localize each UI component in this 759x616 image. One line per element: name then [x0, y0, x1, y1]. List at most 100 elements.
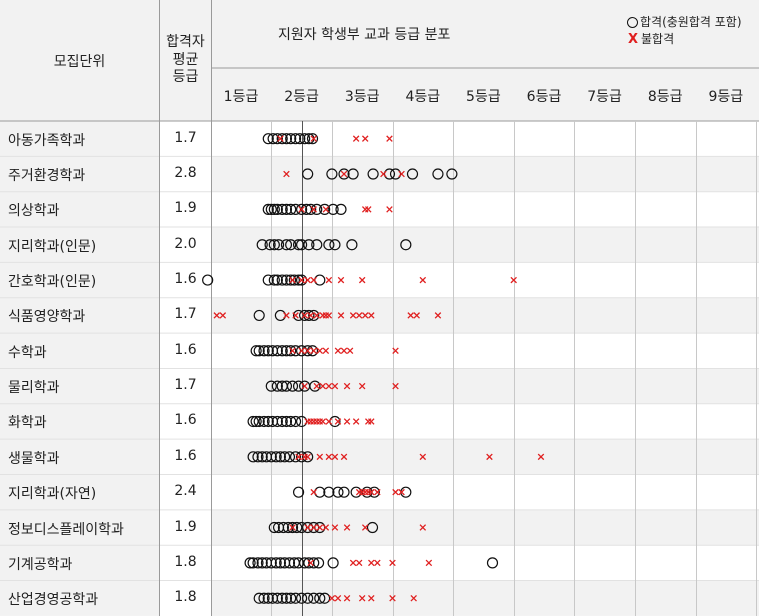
pass-marker: [258, 345, 270, 357]
fail-marker: [307, 559, 314, 567]
fail-marker: [361, 135, 369, 142]
pass-marker: [267, 133, 279, 145]
fail-marker: [307, 312, 314, 319]
fail-marker: [343, 524, 351, 531]
pass-marker: [314, 274, 326, 286]
fail-marker: [304, 347, 311, 355]
pass-marker: [274, 451, 286, 463]
pass-marker: [299, 133, 311, 145]
pass-marker: [280, 380, 293, 392]
row-label-cell: [0, 580, 159, 616]
pass-marker: [283, 451, 296, 463]
fail-marker: [374, 488, 381, 496]
pass-marker: [294, 133, 306, 145]
unit-column-header: 모집단위: [53, 53, 106, 70]
pass-marker: [311, 203, 323, 215]
fail-marker: [343, 418, 351, 425]
pass-marker: [276, 203, 288, 215]
pass-marker: [280, 274, 293, 286]
pass-marker: [308, 309, 320, 322]
fail-marker: [349, 559, 357, 567]
pass-marker: [311, 239, 323, 251]
row-avg-value: 1.9: [174, 518, 197, 535]
avg-header-line-3: 등급: [172, 69, 199, 86]
fail-marker: [346, 347, 354, 355]
pass-marker: [262, 592, 274, 604]
fail-marker: [380, 170, 387, 178]
row-stripe: [212, 509, 759, 546]
pass-marker: [314, 486, 326, 498]
pass-marker: [280, 415, 293, 428]
pass-marker: [305, 203, 317, 215]
pass-marker: [247, 415, 259, 428]
pass-marker: [335, 203, 347, 215]
row-label: 생물학과: [8, 450, 60, 467]
pass-marker: [279, 451, 291, 463]
pass-marker: [258, 592, 270, 604]
grade-tick-label: 1등급: [223, 89, 259, 105]
fail-marker: [331, 524, 339, 531]
pass-marker: [347, 168, 359, 180]
pass-marker: [296, 203, 308, 215]
legend-item-pass: 합격(충원합격 포함): [627, 14, 742, 31]
fail-marker: [325, 276, 333, 284]
row-label: 아동가족학과: [8, 132, 86, 149]
fail-marker: [392, 382, 399, 390]
pass-marker: [296, 345, 308, 357]
pass-marker: [306, 133, 319, 145]
pass-marker: [350, 486, 362, 498]
pass-marker: [289, 415, 302, 428]
fail-marker: [389, 559, 396, 567]
pass-marker: [277, 521, 290, 534]
pass-marker: [368, 486, 380, 498]
row-label-cell: [0, 121, 159, 157]
fail-marker: [295, 453, 302, 461]
pass-marker: [283, 557, 296, 569]
row-label: 지리학과(인문): [8, 238, 97, 255]
circle-marker-icon: [627, 17, 638, 28]
fail-marker: [349, 312, 357, 319]
pass-marker: [319, 203, 331, 215]
row-label: 물리학과: [8, 380, 60, 397]
pass-marker: [286, 521, 299, 534]
fail-marker: [361, 524, 369, 531]
pass-marker: [271, 345, 283, 357]
pass-marker: [286, 380, 299, 392]
fail-marker: [289, 276, 296, 284]
pass-marker: [338, 486, 350, 498]
pass-marker: [308, 592, 320, 604]
pass-marker: [274, 557, 286, 569]
fail-marker: [343, 594, 351, 602]
row-avg-value: 1.7: [174, 129, 197, 146]
row-label-cell: [0, 191, 159, 228]
pass-marker: [262, 345, 274, 357]
fail-marker: [322, 347, 330, 355]
pass-marker: [299, 309, 311, 322]
row-avg-value: 1.6: [174, 412, 197, 429]
pass-marker: [262, 203, 274, 215]
fail-marker: [355, 312, 363, 319]
pass-marker: [308, 521, 320, 534]
pass-marker: [326, 168, 338, 180]
row-avg-value: 1.7: [174, 306, 197, 323]
pass-marker: [271, 415, 283, 428]
pass-marker: [258, 415, 270, 428]
fail-marker: [410, 594, 417, 602]
pass-marker: [285, 239, 297, 251]
row-label-cell: [0, 333, 159, 369]
fail-marker: [322, 524, 330, 531]
fail-marker: [298, 347, 305, 355]
pass-marker: [265, 380, 277, 392]
fail-marker: [340, 453, 348, 461]
row-label-cell: [0, 474, 159, 510]
row-label: 주거환경학과: [8, 168, 86, 185]
fail-marker: [331, 382, 339, 390]
pass-marker: [276, 415, 288, 428]
fail-marker: [486, 453, 493, 461]
grade-tick-label: 4등급: [405, 89, 441, 105]
pass-marker: [292, 274, 305, 286]
grade-tick-label: 2등급: [284, 89, 319, 105]
row-label: 지리학과(자연): [8, 486, 97, 503]
pass-marker: [285, 274, 297, 286]
